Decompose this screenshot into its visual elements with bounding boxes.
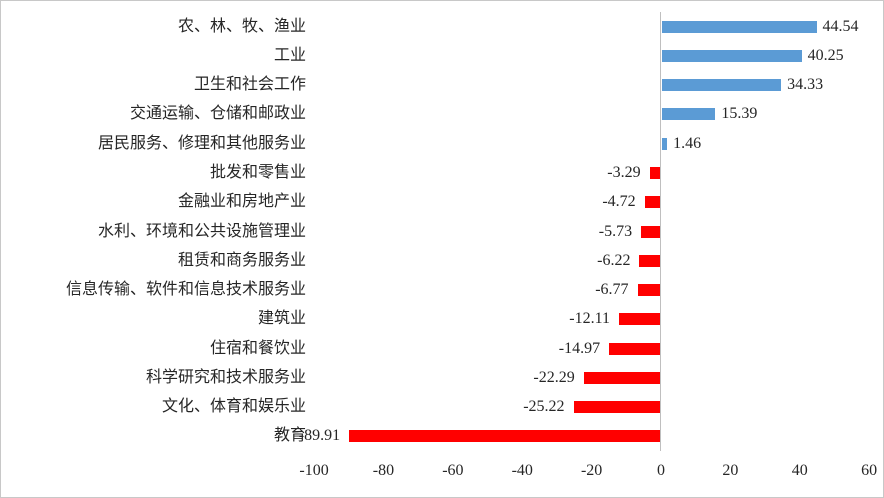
x-tick-label: -40 [511, 462, 533, 479]
negative-bar [609, 342, 661, 355]
value-label: 1.46 [673, 134, 702, 152]
category-label: 科学研究和技术服务业 [145, 368, 306, 386]
x-tick-label: 20 [722, 462, 739, 479]
positive-bar [662, 108, 716, 121]
category-label: 信息传输、软件和信息技术服务业 [65, 281, 306, 299]
value-label: 40.25 [807, 46, 844, 64]
x-tick-label: -80 [372, 462, 395, 479]
category-label: 交通运输、仓储和邮政业 [129, 105, 306, 123]
category-label: 农、林、牧、渔业 [177, 17, 306, 35]
x-tick-label: 40 [791, 462, 808, 479]
category-label: 水利、环境和公共设施管理业 [97, 222, 306, 240]
negative-bar [641, 225, 661, 238]
value-label: 15.39 [721, 105, 758, 123]
category-label: 文化、体育和娱乐业 [161, 398, 306, 416]
value-label: 34.33 [787, 76, 824, 94]
category-label: 住宿和餐饮业 [209, 339, 306, 357]
value-label: -12.11 [569, 310, 610, 328]
value-label: -25.22 [523, 398, 565, 416]
value-label: 44.54 [822, 17, 859, 35]
negative-bar [349, 430, 661, 443]
negative-bar [639, 254, 661, 267]
value-label: -3.29 [607, 163, 641, 181]
positive-bar [662, 79, 782, 92]
negative-bar [649, 166, 661, 179]
x-tick-label: -100 [299, 462, 329, 479]
x-tick-label: 0 [657, 462, 665, 479]
positive-bar [662, 49, 802, 62]
value-label: -5.73 [598, 222, 633, 240]
category-label: 批发和零售业 [209, 163, 306, 181]
positive-bar [662, 137, 668, 150]
x-tick-label: -60 [442, 462, 464, 479]
positive-bar [662, 20, 817, 33]
category-label: 教育 [273, 427, 306, 445]
x-tick-label: 60 [861, 462, 878, 479]
value-label: -6.22 [597, 251, 631, 269]
value-label: -22.29 [533, 368, 575, 386]
value-axis-line [660, 12, 661, 451]
negative-bar [644, 196, 661, 209]
value-label: -4.72 [602, 193, 636, 211]
category-label: 租赁和商务服务业 [177, 251, 306, 269]
negative-bar [583, 371, 661, 384]
negative-bar [618, 313, 661, 326]
x-tick-label: -20 [580, 462, 603, 479]
negative-bar [637, 284, 661, 297]
category-label: 建筑业 [257, 310, 306, 328]
category-label: 居民服务、修理和其他服务业 [97, 134, 306, 152]
category-label: 卫生和社会工作 [193, 76, 306, 94]
value-label: -14.97 [558, 339, 601, 357]
value-label: -6.77 [595, 281, 629, 299]
value-label: -89.91 [298, 427, 341, 445]
negative-bar [573, 401, 661, 414]
category-label: 金融业和房地产业 [177, 193, 306, 211]
category-label: 工业 [273, 46, 306, 64]
